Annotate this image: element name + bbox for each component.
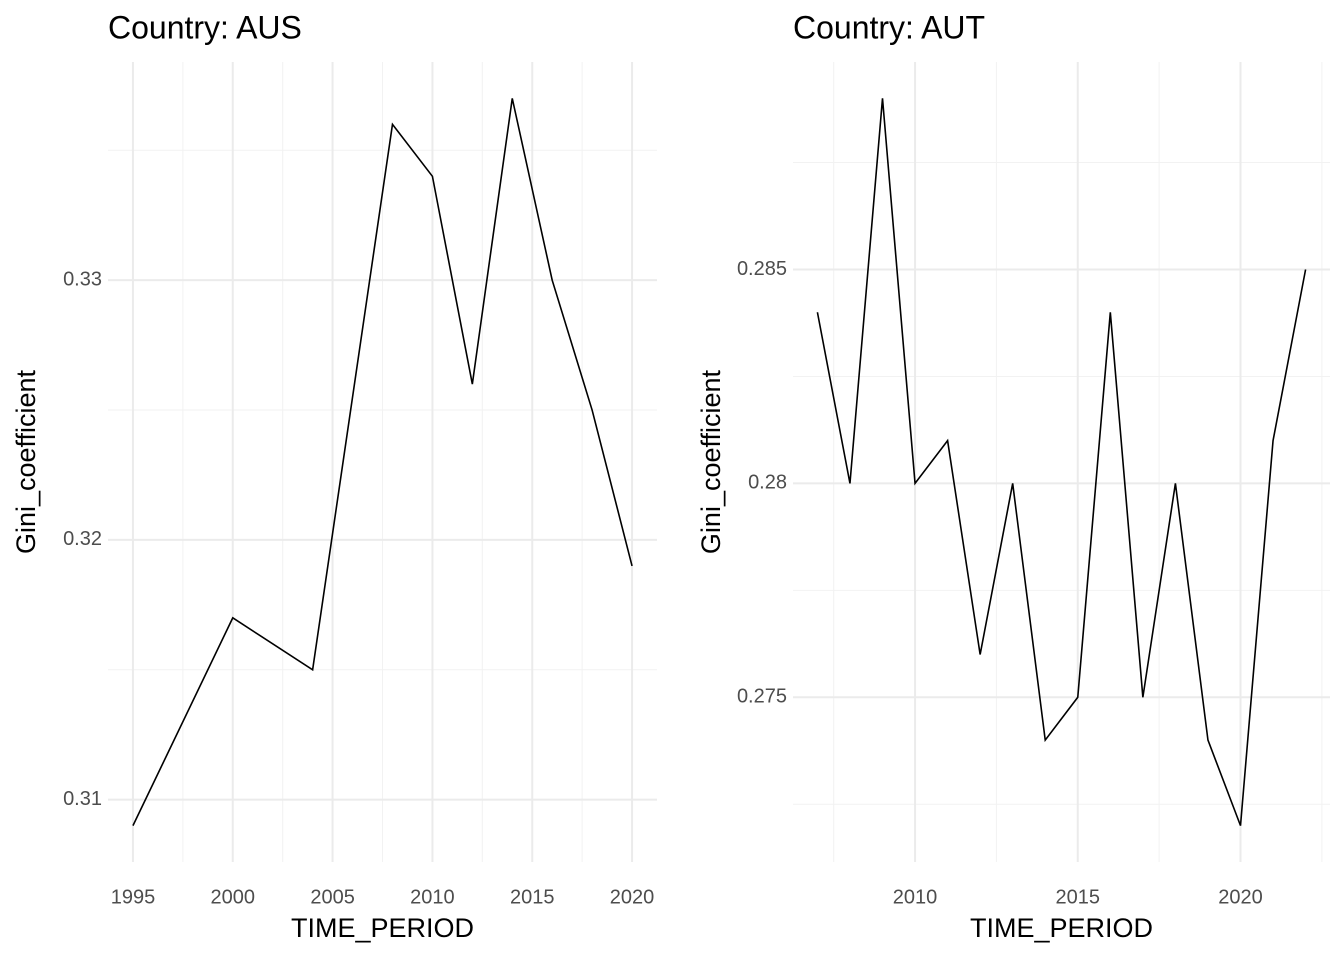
y-tick-label: 0.32 — [63, 528, 102, 550]
x-tick-label: 2015 — [1056, 886, 1101, 908]
chart-title: Country: AUS — [108, 9, 302, 45]
line — [816, 98, 1307, 826]
chart-title: Country: AUT — [793, 9, 985, 45]
x-tick-label: 1995 — [111, 886, 156, 908]
x-tick-label: 2015 — [510, 886, 555, 908]
x-tick-label: 2020 — [610, 886, 655, 908]
y-tick-label: 0.31 — [63, 788, 102, 810]
x-tick-label: 2010 — [893, 886, 938, 908]
x-tick-label: 2005 — [310, 886, 355, 908]
x-axis-title: TIME_PERIOD — [970, 913, 1153, 943]
y-tick-label: 0.28 — [748, 472, 787, 494]
y-axis-title: Gini_coefficient — [696, 369, 726, 554]
y-axis-title: Gini_coefficient — [11, 369, 41, 554]
x-tick-label: 2000 — [211, 886, 256, 908]
y-tick-label: 0.275 — [737, 686, 787, 708]
y-tick-label: 0.33 — [63, 268, 102, 290]
x-axis-title: TIME_PERIOD — [291, 913, 474, 943]
x-tick-label: 2020 — [1218, 886, 1263, 908]
line — [132, 98, 633, 826]
x-tick-label: 2010 — [410, 886, 455, 908]
y-tick-label: 0.285 — [737, 258, 787, 280]
